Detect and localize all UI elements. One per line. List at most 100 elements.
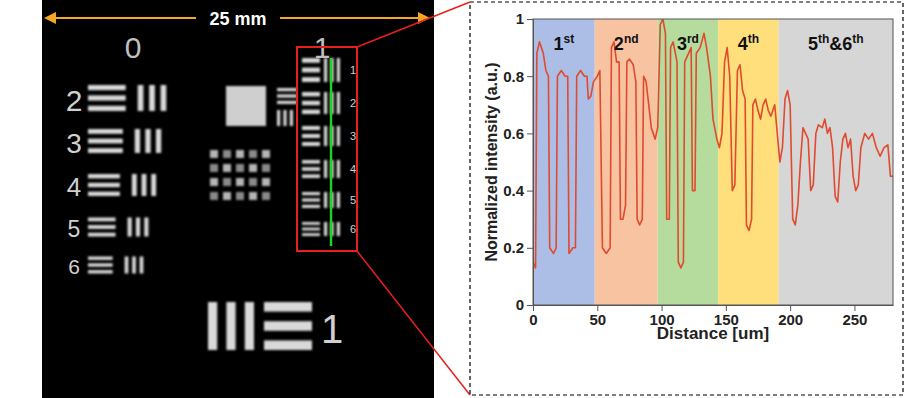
target-bar	[226, 302, 235, 350]
x-axis-title: Distance [um]	[657, 324, 769, 343]
target-bar	[277, 88, 297, 91]
tick-label: 0.6	[503, 125, 524, 142]
target-fine	[262, 150, 270, 158]
target-bar	[149, 85, 155, 111]
target-fine	[223, 178, 231, 186]
band-label: 5th&6th	[808, 32, 864, 54]
y-axis-title: Normalized intensity (a.u.)	[483, 62, 500, 261]
tick-mark	[527, 191, 533, 192]
profile-series	[533, 19, 893, 268]
zoom-element-label: 4	[350, 163, 356, 175]
target-fine	[223, 164, 231, 172]
tick: 0.4	[503, 182, 533, 199]
target-square	[226, 86, 266, 126]
target-fine	[210, 150, 218, 158]
plot-area	[533, 19, 893, 305]
target-bar	[290, 110, 293, 126]
tick-mark	[527, 133, 533, 134]
connector	[357, 251, 470, 395]
tick: 0	[529, 305, 537, 328]
target-fine	[223, 150, 231, 158]
zoom-element-label: 1	[350, 64, 356, 76]
target-bar	[88, 129, 123, 134]
target-fine	[210, 178, 218, 186]
band-label: 3rd	[677, 32, 699, 54]
band	[718, 19, 778, 305]
band	[533, 19, 595, 305]
target-bar	[88, 85, 126, 90]
plot-frame	[533, 19, 893, 305]
tick-label: 0.4	[503, 182, 525, 199]
zoom-box	[297, 47, 357, 251]
target-bar	[337, 58, 340, 82]
target-bar	[302, 101, 320, 105]
target-bar	[245, 302, 254, 350]
target-bar	[138, 85, 144, 111]
target-bar	[88, 218, 116, 222]
target-bar	[161, 85, 167, 111]
arrow-line	[50, 17, 196, 19]
figure: 2345601112345625 mm05010015020025000.20.…	[0, 0, 906, 398]
target-fine	[236, 192, 244, 200]
target-bar	[302, 92, 320, 96]
tick: 0	[516, 296, 533, 313]
target-bar	[337, 92, 340, 114]
axis-line	[533, 20, 534, 306]
target-fine	[210, 164, 218, 172]
target-bar	[88, 139, 123, 144]
element-label: 3	[66, 128, 82, 159]
scale-label: 25 mm	[209, 9, 266, 29]
target-bar	[302, 68, 320, 73]
target-bar	[132, 174, 137, 196]
target-bar	[302, 228, 320, 231]
axis-line	[534, 305, 894, 306]
tick-mark	[527, 305, 533, 306]
target-bar	[302, 233, 320, 236]
element-label: 5	[68, 216, 81, 242]
target-fine	[262, 178, 270, 186]
element-label: 2	[66, 84, 83, 117]
target-bar	[277, 110, 280, 126]
tick-label: 1	[516, 10, 524, 27]
tick-label: 0.8	[503, 68, 524, 85]
zoom-element-label: 3	[350, 130, 356, 142]
target-bar	[156, 129, 161, 153]
target-fine	[249, 164, 257, 172]
target-bar	[324, 160, 327, 178]
tick: 200	[778, 305, 803, 328]
target-bar	[88, 106, 126, 111]
target-bar	[88, 174, 120, 178]
band-label: 1st	[554, 32, 575, 54]
target-bar	[302, 205, 320, 208]
target-bar	[337, 192, 340, 208]
y-axis: 0 0.2 0.4 0.6 0.8 1	[503, 10, 533, 313]
target-bar	[324, 126, 327, 146]
target-bar	[88, 257, 113, 260]
image-background	[42, 0, 434, 398]
target-bar	[302, 174, 320, 178]
target-bar	[302, 142, 320, 146]
tick-label: 200	[778, 311, 803, 328]
target-fine	[236, 178, 244, 186]
target-bar	[302, 134, 320, 138]
tick: 0.2	[503, 239, 533, 256]
target-bar	[88, 263, 113, 266]
band-label: 2nd	[614, 32, 639, 54]
group-label: 0	[125, 31, 142, 64]
tick-label: 0	[516, 296, 524, 313]
target-bar	[125, 257, 129, 274]
tick-label: 0	[529, 311, 537, 328]
bottom-label: 1	[321, 307, 343, 351]
target-fine	[236, 164, 244, 172]
target-bar	[302, 126, 320, 130]
tick: 50	[589, 305, 606, 328]
target-fine	[249, 178, 257, 186]
tick-mark	[527, 19, 533, 20]
target-pattern	[88, 58, 340, 350]
target-bar	[142, 174, 147, 196]
target-bar	[302, 192, 320, 195]
tick: 0.8	[503, 68, 533, 85]
target-bar	[283, 110, 286, 126]
tick-label: 50	[589, 311, 606, 328]
element-label: 6	[68, 255, 80, 278]
